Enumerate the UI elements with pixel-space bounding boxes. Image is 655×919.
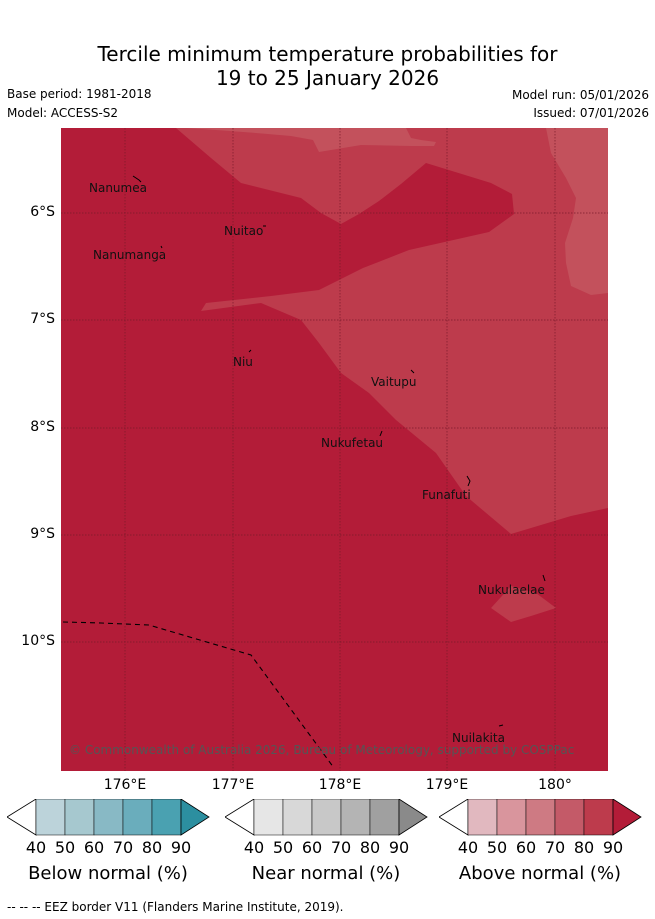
island-label-funafuti: Funafuti (422, 488, 471, 502)
region-above-70-nukulaelae (491, 586, 556, 622)
lat-label-8s: 8°S (30, 419, 55, 435)
tick-below-90: 90 (170, 838, 192, 857)
eez-footnote: -- -- -- EEZ border V11 (Flanders Marine… (7, 900, 344, 914)
island-label-nukufetau: Nukufetau (321, 436, 383, 450)
tick-above-40: 40 (457, 838, 479, 857)
colorbar-title-near: Near normal (%) (251, 863, 401, 884)
nuilakita-shape (498, 724, 504, 727)
tick-above-90: 90 (602, 838, 624, 857)
tick-above-80: 80 (573, 838, 595, 857)
colorbar-extend-high (398, 798, 428, 836)
lon-label-178e: 178°E (318, 777, 362, 793)
colorbar-ticks-below: 40 50 60 70 80 90 (7, 838, 210, 858)
colorbar-below-normal (6, 798, 210, 836)
island-label-nukulaelae: Nukulaelae (478, 583, 545, 597)
island-label-vaitupu: Vaitupu (371, 375, 417, 389)
nukulaelae-shape (542, 574, 546, 582)
lat-label-9s: 9°S (30, 526, 55, 542)
copyright-note: © Commonwealth of Australia 2026, Bureau… (69, 743, 574, 757)
eez-border-line (62, 621, 335, 769)
model-run: Model run: 05/01/2026 (511, 88, 649, 102)
lon-label-179e: 179°E (425, 777, 469, 793)
island-shapes (132, 175, 546, 727)
tick-above-50: 50 (486, 838, 508, 857)
base-period: Base period: 1981-2018 (7, 87, 152, 101)
colorbar-extend-low (224, 798, 255, 836)
tick-below-60: 60 (83, 838, 105, 857)
title-line-2: 19 to 25 January 2026 (215, 66, 440, 90)
tick-near-90: 90 (388, 838, 410, 857)
colorbar-segment-80 (151, 798, 182, 836)
nanumanga-shape (160, 245, 163, 249)
tick-above-60: 60 (515, 838, 537, 857)
model-name: Model: ACCESS-S2 (7, 106, 119, 120)
lat-label-7s: 7°S (30, 311, 55, 327)
colorbar-segment-60 (311, 798, 342, 836)
colorbar-segment-50 (496, 798, 527, 836)
lat-label-10s: 10°S (21, 633, 55, 649)
colorbar-segment-80 (583, 798, 614, 836)
tick-near-40: 40 (243, 838, 265, 857)
colorbar-title-above: Above normal (%) (458, 863, 622, 884)
colorbar-segment-50 (282, 798, 313, 836)
lon-label-177e: 177°E (211, 777, 255, 793)
colorbar-segment-70 (340, 798, 371, 836)
island-label-nuitao: Nuitao (224, 224, 263, 238)
colorbar-ticks-above: 40 50 60 70 80 90 (439, 838, 642, 858)
island-label-nanumea: Nanumea (89, 181, 147, 195)
map-panel: Nanumea Nuitao Nanumanga Niu Vaitupu Nuk… (61, 128, 608, 771)
colorbar-segment-80 (369, 798, 400, 836)
colorbar-extend-high (612, 798, 642, 836)
colorbar-above-normal (438, 798, 642, 836)
vaitupu-shape (410, 369, 415, 374)
nukufetau-shape (379, 430, 383, 437)
colorbar-segment-70 (554, 798, 585, 836)
region-above-70 (176, 128, 608, 534)
title-line-1: Tercile minimum temperature probabilitie… (97, 42, 558, 66)
colorbar-segment-50 (64, 798, 95, 836)
colorbar-segment-40 (253, 798, 284, 836)
lon-label-180: 180° (538, 777, 572, 793)
island-label-niu: Niu (233, 355, 253, 369)
colorbar-ticks-near: 40 50 60 70 80 90 (225, 838, 428, 858)
tick-below-40: 40 (25, 838, 47, 857)
issued-date: Issued: 07/01/2026 (533, 106, 649, 120)
graticule (61, 128, 608, 771)
tick-below-50: 50 (54, 838, 76, 857)
funafuti-shape (466, 475, 471, 487)
lon-label-176e: 176°E (103, 777, 147, 793)
colorbar-segment-60 (525, 798, 556, 836)
colorbar-near-normal (224, 798, 428, 836)
region-above-60-east (546, 128, 608, 295)
colorbar-segment-70 (122, 798, 153, 836)
region-above-60-north (186, 128, 436, 152)
tick-near-80: 80 (359, 838, 381, 857)
tick-near-70: 70 (330, 838, 352, 857)
niu-shape (248, 349, 252, 353)
tick-below-70: 70 (112, 838, 134, 857)
lat-label-6s: 6°S (30, 204, 55, 220)
colorbar-title-below: Below normal (%) (28, 863, 188, 884)
island-label-nanumanga: Nanumanga (93, 248, 166, 262)
colorbar-segment-40 (35, 798, 66, 836)
island-label-nuilakita: Nuilakita (452, 731, 505, 745)
colorbar-extend-high (180, 798, 210, 836)
nanumea-shape (132, 175, 142, 183)
tick-above-70: 70 (544, 838, 566, 857)
tick-near-50: 50 (272, 838, 294, 857)
colorbar-segment-60 (93, 798, 124, 836)
colorbar-extend-low (438, 798, 469, 836)
colorbar-segment-40 (467, 798, 498, 836)
tick-below-80: 80 (141, 838, 163, 857)
colorbar-extend-low (6, 798, 37, 836)
tick-near-60: 60 (301, 838, 323, 857)
